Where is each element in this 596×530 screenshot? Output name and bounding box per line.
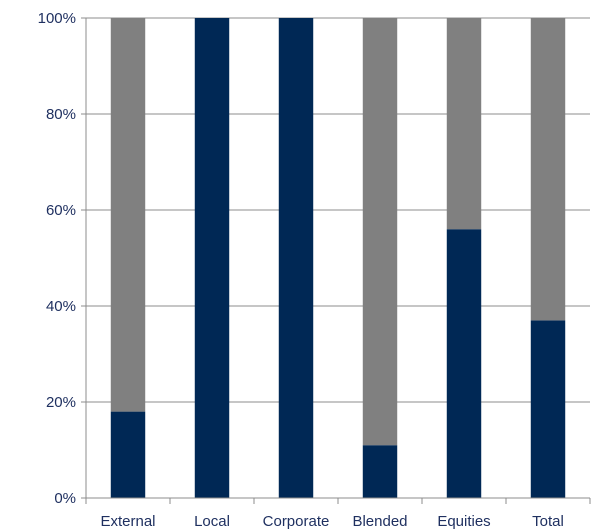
y-tick-label: 40%: [46, 298, 76, 315]
y-tick-label: 80%: [46, 106, 76, 123]
x-tick-label: Local: [194, 513, 230, 530]
y-tick-labels: 0% 20% 40% 60% 80% 100%: [38, 10, 76, 507]
bar-segment-blended-series-2: [362, 18, 398, 446]
x-tick-label: Blended: [352, 513, 407, 530]
bar-segment-total-series-1: [530, 320, 566, 498]
gridlines: [86, 17, 590, 403]
x-tick-label: Corporate: [263, 513, 330, 530]
bar-segment-equities-series-1: [446, 229, 482, 498]
x-tick-label: Equities: [437, 513, 490, 530]
bar-segment-external-series-2: [110, 18, 146, 412]
bars: [110, 18, 566, 498]
bar-segment-external-series-1: [110, 411, 146, 498]
bar-segment-local-series-1: [194, 18, 230, 498]
x-tick-labels: External Local Corporate Blended Equities Tot…: [100, 513, 563, 530]
bar-segment-blended-series-1: [362, 445, 398, 498]
bar-segment-total-series-2: [530, 18, 566, 321]
y-tick-label: 0%: [54, 490, 76, 507]
x-tick-label: Total: [532, 513, 564, 530]
bar-segment-corporate-series-1: [278, 18, 314, 498]
bar-segment-equities-series-2: [446, 18, 482, 230]
y-tick-label: 20%: [46, 394, 76, 411]
y-tick-label: 60%: [46, 202, 76, 219]
axes: [81, 17, 591, 504]
y-tick-label: 100%: [38, 10, 76, 27]
x-tick-label: External: [100, 513, 155, 530]
